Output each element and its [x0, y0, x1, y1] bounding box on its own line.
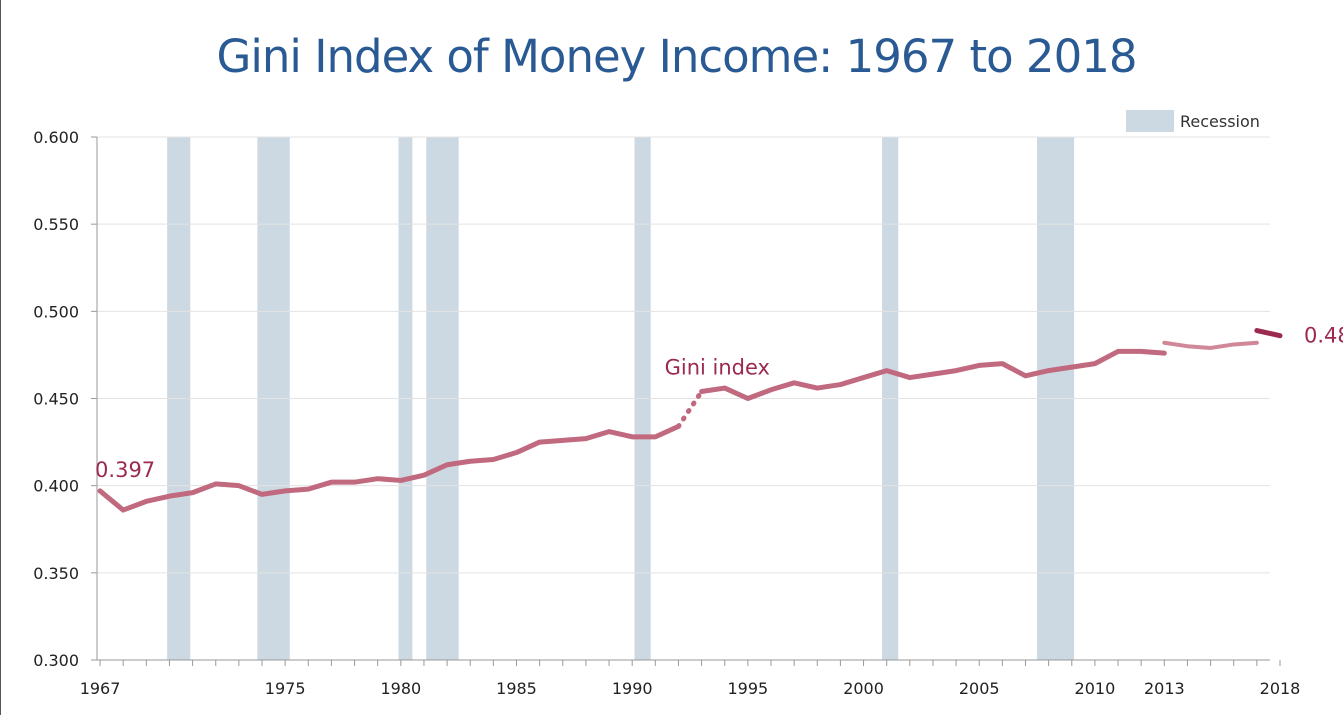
- x-tick-label: 2018: [1260, 679, 1301, 698]
- x-tick-label: 2005: [959, 679, 1000, 698]
- x-tick-label: 1980: [380, 679, 421, 698]
- grid-lines: [97, 136, 1270, 661]
- annotation-series-label: Gini index: [665, 356, 770, 380]
- chart-title: Gini Index of Money Income: 1967 to 2018: [216, 30, 1138, 83]
- series-segment-2: [699, 348, 1167, 401]
- annotations: 0.397 Gini index 0.486: [95, 324, 1343, 482]
- x-tick-label: 2000: [843, 679, 884, 698]
- x-tick-label: 2010: [1075, 679, 1116, 698]
- legend-swatch: [1126, 110, 1174, 132]
- axes: 0.300 0.350 0.400 0.450 0.500 0.550 0.600 1967 1…: [33, 128, 1300, 698]
- y-tick-label: 0.550: [33, 215, 79, 234]
- annotation-start-value: 0.397: [95, 458, 155, 482]
- y-tick-label: 0.500: [33, 302, 79, 321]
- series-gini-index: [97, 328, 1283, 513]
- x-tick-label: 1975: [265, 679, 306, 698]
- series-segment-1: [675, 389, 705, 429]
- series-segment-4: [1254, 328, 1283, 339]
- legend-label: Recession: [1180, 112, 1260, 131]
- y-tick-label: 0.350: [33, 564, 79, 583]
- series-segment-3: [1162, 340, 1259, 350]
- page-left-border: [0, 0, 1, 715]
- y-tick-label: 0.400: [33, 477, 79, 496]
- x-tick-label: 1967: [80, 679, 121, 698]
- x-tick-label: 2013: [1144, 679, 1185, 698]
- x-tick-label: 1995: [728, 679, 769, 698]
- y-tick-label: 0.450: [33, 390, 79, 409]
- x-tick-label: 1985: [496, 679, 537, 698]
- series-segment-0: [97, 423, 681, 513]
- y-tick-label: 0.600: [33, 128, 79, 147]
- x-tick-label: 1990: [612, 679, 653, 698]
- legend: Recession: [1126, 110, 1260, 132]
- annotation-end-value: 0.486: [1304, 324, 1343, 348]
- y-tick-label: 0.300: [33, 651, 79, 670]
